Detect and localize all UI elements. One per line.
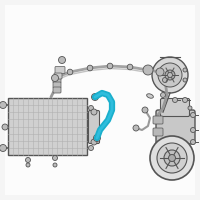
FancyBboxPatch shape bbox=[54, 73, 62, 79]
Circle shape bbox=[26, 163, 30, 167]
Circle shape bbox=[162, 77, 168, 82]
Circle shape bbox=[67, 69, 73, 75]
Circle shape bbox=[143, 65, 153, 75]
Circle shape bbox=[183, 78, 187, 82]
FancyBboxPatch shape bbox=[53, 77, 61, 83]
Circle shape bbox=[145, 67, 151, 73]
Circle shape bbox=[164, 150, 180, 166]
Circle shape bbox=[53, 163, 57, 167]
Circle shape bbox=[91, 109, 97, 115]
FancyBboxPatch shape bbox=[153, 128, 163, 136]
Circle shape bbox=[142, 107, 148, 113]
Circle shape bbox=[157, 143, 187, 173]
Circle shape bbox=[183, 68, 187, 72]
Circle shape bbox=[94, 134, 101, 142]
Circle shape bbox=[152, 57, 188, 93]
Circle shape bbox=[168, 72, 172, 77]
Circle shape bbox=[182, 98, 188, 102]
FancyBboxPatch shape bbox=[160, 98, 190, 116]
Circle shape bbox=[88, 106, 94, 110]
Circle shape bbox=[168, 154, 176, 162]
Circle shape bbox=[0, 102, 6, 108]
FancyBboxPatch shape bbox=[153, 116, 163, 124]
Circle shape bbox=[188, 106, 192, 110]
Circle shape bbox=[172, 98, 178, 102]
Circle shape bbox=[91, 139, 97, 145]
FancyBboxPatch shape bbox=[8, 98, 87, 155]
Circle shape bbox=[190, 140, 196, 144]
Circle shape bbox=[2, 124, 8, 130]
Circle shape bbox=[52, 74, 58, 82]
Circle shape bbox=[107, 63, 113, 69]
FancyBboxPatch shape bbox=[156, 110, 195, 144]
Circle shape bbox=[127, 64, 133, 70]
Circle shape bbox=[0, 144, 6, 152]
Circle shape bbox=[160, 92, 166, 98]
Circle shape bbox=[88, 146, 94, 150]
Ellipse shape bbox=[147, 94, 153, 98]
FancyBboxPatch shape bbox=[53, 82, 61, 88]
Circle shape bbox=[58, 56, 66, 64]
FancyBboxPatch shape bbox=[55, 66, 65, 73]
Circle shape bbox=[133, 125, 139, 131]
Circle shape bbox=[165, 70, 175, 80]
Circle shape bbox=[87, 65, 93, 71]
Circle shape bbox=[156, 68, 164, 76]
Circle shape bbox=[190, 112, 196, 117]
Circle shape bbox=[190, 128, 196, 132]
Circle shape bbox=[92, 94, 98, 100]
FancyBboxPatch shape bbox=[53, 87, 61, 93]
Circle shape bbox=[158, 63, 182, 87]
Circle shape bbox=[52, 156, 58, 160]
Circle shape bbox=[26, 158, 30, 162]
FancyBboxPatch shape bbox=[5, 5, 195, 195]
Circle shape bbox=[150, 136, 194, 180]
FancyBboxPatch shape bbox=[88, 110, 100, 144]
